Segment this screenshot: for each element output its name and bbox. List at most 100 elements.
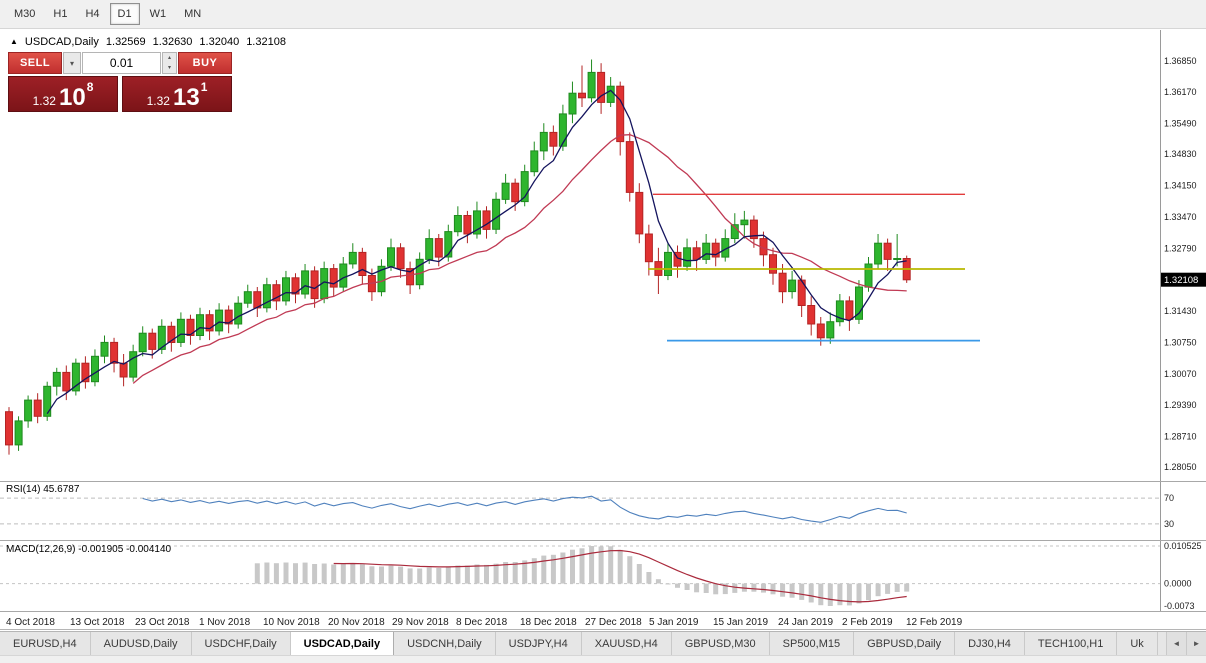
macd-histogram-bar <box>866 583 871 601</box>
tab-tech100-h1[interactable]: TECH100,H1 <box>1024 632 1118 655</box>
one-click-trade-panel: SELL ▾ 0.01 ▴ ▾ BUY 1.32 10 8 1.32 13 1 <box>8 52 232 112</box>
bull-candle <box>100 341 109 357</box>
tab-xauusd-h4[interactable]: XAUUSD,H4 <box>581 632 672 655</box>
bull-candle <box>453 215 462 233</box>
price-axis-label: 1.34150 <box>1164 181 1197 191</box>
bull-candle <box>568 92 577 115</box>
tab-uk[interactable]: Uk <box>1117 632 1158 655</box>
bear-candle <box>635 191 644 235</box>
macd-axis-label: 0.0000 <box>1164 579 1192 589</box>
bear-candle <box>511 182 520 203</box>
price-axis-label: 1.33470 <box>1164 212 1197 222</box>
macd-histogram-bar <box>379 566 384 584</box>
chart-tabs-bar: EURUSD,H4 AUDUSD,Daily USDCHF,Daily USDCAD,… <box>0 631 1206 655</box>
macd-label: MACD(12,26,9) -0.001905 -0.004140 <box>6 544 172 555</box>
bear-candle <box>463 215 472 235</box>
volume-dropdown-button[interactable]: ▾ <box>63 52 81 74</box>
macd-histogram-bar <box>570 549 575 584</box>
tab-audusd-daily[interactable]: AUDUSD,Daily <box>90 632 192 655</box>
volume-input[interactable]: 0.01 <box>82 52 161 74</box>
timeframe-button-h4[interactable]: H4 <box>85 8 100 20</box>
bull-candle <box>530 150 539 173</box>
bear-candle <box>406 268 415 286</box>
timeframe-button-m30[interactable]: M30 <box>14 8 36 20</box>
macd-histogram-bar <box>808 583 814 603</box>
bear-candle <box>778 272 787 293</box>
macd-histogram-bar <box>464 565 470 584</box>
chevron-down-icon: ▾ <box>69 58 74 68</box>
bull-candle <box>473 210 481 235</box>
macd-histogram-bar <box>665 583 671 585</box>
macd-histogram-bar <box>550 554 556 584</box>
bull-candle <box>52 371 61 387</box>
date-axis-label: 15 Jan 2019 <box>713 617 768 628</box>
chart-canvas[interactable]: 1.36850 1.36170 1.35490 1.34830 1.34150 1.334… <box>0 30 1206 630</box>
sell-button[interactable]: SELL <box>8 52 62 74</box>
macd-histogram-bar <box>254 563 260 584</box>
buy-button[interactable]: BUY <box>178 52 232 74</box>
timeframe-button-h1[interactable]: H1 <box>53 8 68 20</box>
bear-candle <box>148 332 157 350</box>
macd-signal-line <box>333 549 907 603</box>
macd-histogram-bar <box>579 548 585 584</box>
macd-histogram-bar <box>751 583 757 592</box>
macd-histogram-bar <box>484 564 489 584</box>
volume-stepper[interactable]: ▴ ▾ <box>162 52 177 74</box>
bear-candle <box>5 411 13 446</box>
bull-candle <box>501 182 510 200</box>
macd-histogram-bar <box>904 583 910 592</box>
tabs-scroll-left-button[interactable]: ◄ <box>1166 632 1186 655</box>
bear-candle <box>205 314 214 332</box>
bull-candle <box>855 286 863 320</box>
bull-candle <box>893 258 902 260</box>
price-axis-label: 1.36850 <box>1164 56 1197 66</box>
timeframe-button-d1[interactable]: D1 <box>109 3 140 25</box>
bear-candle <box>186 318 195 336</box>
macd-histogram-bar <box>856 583 862 604</box>
bear-candle <box>358 251 367 276</box>
ohlc-open: 1.32569 <box>105 36 146 48</box>
bear-candle <box>396 247 405 270</box>
date-axis-label: 24 Jan 2019 <box>778 617 833 628</box>
timeframe-button-w1[interactable]: W1 <box>149 8 167 20</box>
bull-candle <box>788 279 797 293</box>
sell-quote-panel[interactable]: 1.32 10 8 <box>8 76 118 112</box>
tabs-scroll-right-button[interactable]: ► <box>1186 632 1206 655</box>
bear-candle <box>110 341 119 364</box>
tab-dj30-h4[interactable]: DJ30,H4 <box>955 632 1025 655</box>
tab-gbpusd-m30[interactable]: GBPUSD,M30 <box>671 632 770 655</box>
status-bar <box>0 655 1206 663</box>
tab-usdcnh-daily[interactable]: USDCNH,Daily <box>394 632 496 655</box>
date-axis-label: 1 Nov 2018 <box>199 617 251 628</box>
timeframe-button-mn[interactable]: MN <box>184 8 202 20</box>
tab-eurusd-h4[interactable]: EURUSD,H4 <box>0 632 91 655</box>
macd-histogram-bar <box>541 555 547 584</box>
bear-candle <box>807 305 816 325</box>
bear-candle <box>291 277 300 295</box>
rsi-axis-label: 70 <box>1164 493 1174 503</box>
bear-candle <box>272 284 281 302</box>
buy-quote-panel[interactable]: 1.32 13 1 <box>122 76 232 112</box>
trade-quotes-row: 1.32 10 8 1.32 13 1 <box>8 76 232 112</box>
tab-usdchf-daily[interactable]: USDCHF,Daily <box>191 632 291 655</box>
bull-candle <box>377 265 386 293</box>
bear-candle <box>578 92 586 99</box>
macd-histogram-bar <box>675 583 680 588</box>
macd-histogram-bar <box>684 583 690 590</box>
tab-usdjpy-h4[interactable]: USDJPY,H4 <box>495 632 582 655</box>
bull-candle <box>444 231 453 258</box>
price-axis-label: 1.36170 <box>1164 87 1197 97</box>
bull-candle <box>348 251 357 265</box>
date-axis-label: 5 Jan 2019 <box>649 617 699 628</box>
tab-sp500-m15[interactable]: SP500,M15 <box>769 632 855 655</box>
stepper-down-icon: ▾ <box>167 65 171 71</box>
bear-candle <box>549 131 558 147</box>
tab-gbpusd-daily[interactable]: GBPUSD,Daily <box>854 632 956 655</box>
macd-histogram-bar <box>264 562 270 584</box>
bull-candle <box>826 321 835 339</box>
tab-usdcad-daily[interactable]: USDCAD,Daily <box>290 632 395 655</box>
date-axis-label: 10 Nov 2018 <box>263 617 320 628</box>
bear-candle <box>310 270 319 300</box>
macd-histogram-bar <box>321 563 327 584</box>
